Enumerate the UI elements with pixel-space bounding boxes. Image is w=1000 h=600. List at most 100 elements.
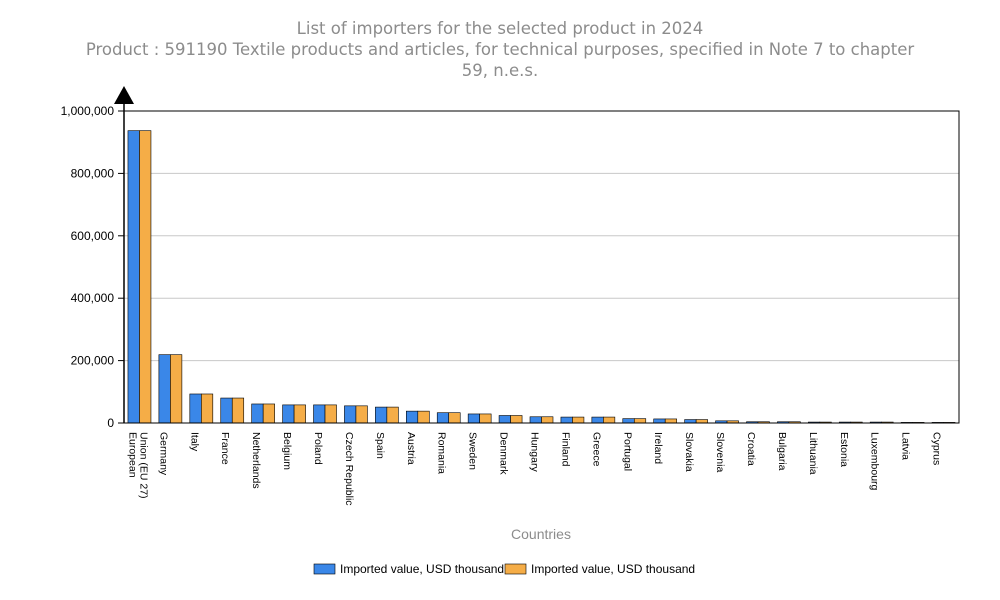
x-tick-label-line: Lithuania [807,432,819,475]
x-tick-label: Denmark [498,432,510,475]
bar-series-1 [127,130,140,424]
x-tick-label: Greece [590,432,602,467]
x-tick-label-line: Slovenia [714,432,726,472]
bar-series-2 [633,418,647,424]
y-tick-label: 400,000 [71,291,115,305]
bar-series-1 [405,410,419,424]
x-tick-label: Romania [436,432,448,474]
x-tick-label: Luxembourg [869,432,881,491]
bar-series-1 [684,419,697,424]
x-tick-label: Estonia [838,432,850,467]
x-tick-label-line: Poland [312,432,324,465]
x-tick-label-line: Finland [559,432,571,467]
x-tick-label-line: Austria [405,432,417,465]
bar-series-2 [386,406,399,424]
bar-series-1 [529,416,542,424]
x-tick-label: Belgium [281,432,293,470]
bar-series-1 [220,397,233,424]
bar-series-2 [479,413,492,424]
x-tick-label: Slovenia [714,432,726,472]
chart-title-block: List of importers for the selected produ… [0,18,1000,81]
x-tick-label: Germany [157,432,169,476]
x-tick-label-line: Latvia [900,432,912,460]
bar-series-2 [417,410,430,424]
bar-series-1 [653,418,666,424]
x-tick-label-line: Czech Republic [343,432,355,506]
y-tick-label: 200,000 [71,354,115,368]
x-tick-label: Bulgaria [776,432,788,471]
x-tick-label-line: Ireland [652,432,664,464]
x-tick-label: Italy [188,432,200,452]
x-tick-label: Finland [559,432,571,467]
bar-series-1 [251,403,264,424]
x-tick-label-line: Estonia [838,432,850,467]
x-tick-label: Sweden [467,432,479,470]
bar-series-2 [510,415,523,424]
x-tick-label: Netherlands [250,432,262,489]
x-tick-label-line: Union (EU 27) [137,432,149,499]
y-axis-arrow-icon [114,86,134,104]
x-tick-label-line: Denmark [498,432,510,475]
bar-series-1 [467,413,480,424]
x-axis-labels: European Union (EU 27) Germany Italy France N… [126,432,942,506]
x-tick-label-line: Portugal [621,432,633,471]
y-tick-label: 800,000 [71,166,115,180]
y-axis-ticks: 0 200,000 400,000 600,000 800,000 1,000,000 [61,104,124,430]
x-tick-label-line: Luxembourg [869,432,881,491]
bar-series-1 [344,405,357,424]
x-tick-label-line: European [126,432,138,478]
bar-series-2 [695,419,708,424]
bar-series-2 [355,405,368,424]
legend-label: Imported value, USD thousand [340,562,504,576]
legend-label: Imported value, USD thousand [531,562,695,576]
x-tick-label: European Union (EU 27) [126,432,149,499]
bar-series-1 [313,404,326,424]
x-tick-label: Austria [405,432,417,465]
bar-series-2 [201,393,214,424]
bar-series-1 [622,418,635,424]
x-tick-label: Slovakia [683,432,695,472]
x-tick-label-line: Italy [188,432,200,452]
y-tick-label: 0 [107,416,114,430]
bar-series-2 [324,404,337,424]
x-tick-label-line: Netherlands [250,432,262,489]
x-tick-label: Croatia [745,432,757,466]
x-tick-label-line: Greece [590,432,602,467]
plot-area-frame [123,110,960,424]
x-axis-title: Countries [511,526,571,542]
bar-series-2 [541,416,554,424]
bar-series-1 [189,393,202,424]
x-tick-label-line: Bulgaria [776,432,788,471]
x-tick-label: Lithuania [807,432,819,475]
bar-series-1 [282,404,295,424]
x-tick-label-line: Romania [436,432,448,474]
x-tick-label-line: Sweden [467,432,479,470]
bar-series-2 [293,404,306,424]
x-tick-label-line: Germany [157,432,169,476]
bar-series-2 [664,418,678,424]
x-tick-label: Czech Republic [343,432,355,506]
y-tick-label: 1,000,000 [61,104,115,118]
bars [127,130,956,424]
x-tick-label: Ireland [652,432,664,464]
bar-series-1 [436,412,450,424]
x-tick-label: Hungary [529,432,541,472]
legend-swatch [313,563,336,575]
bar-series-2 [139,130,152,424]
bar-series-2 [603,416,616,424]
bar-series-1 [560,416,573,424]
y-tick-label: 600,000 [71,229,115,243]
bar-series-1 [498,415,511,424]
x-tick-label-line: Slovakia [683,432,695,472]
bar-series-1 [158,354,171,424]
chart-title: List of importers for the selected produ… [296,19,704,38]
bar-series-2 [170,354,183,424]
x-tick-label-line: Spain [374,432,386,459]
chart-subtitle-line-2: 59, n.e.s. [461,61,539,80]
legend: Imported value, USD thousand Imported val… [313,562,695,576]
chart-subtitle-line-1: Product : 591190 Textile products and ar… [85,40,915,59]
x-tick-label: Latvia [900,432,912,460]
x-tick-label: France [219,432,231,465]
x-tick-label-line: Hungary [529,432,541,472]
